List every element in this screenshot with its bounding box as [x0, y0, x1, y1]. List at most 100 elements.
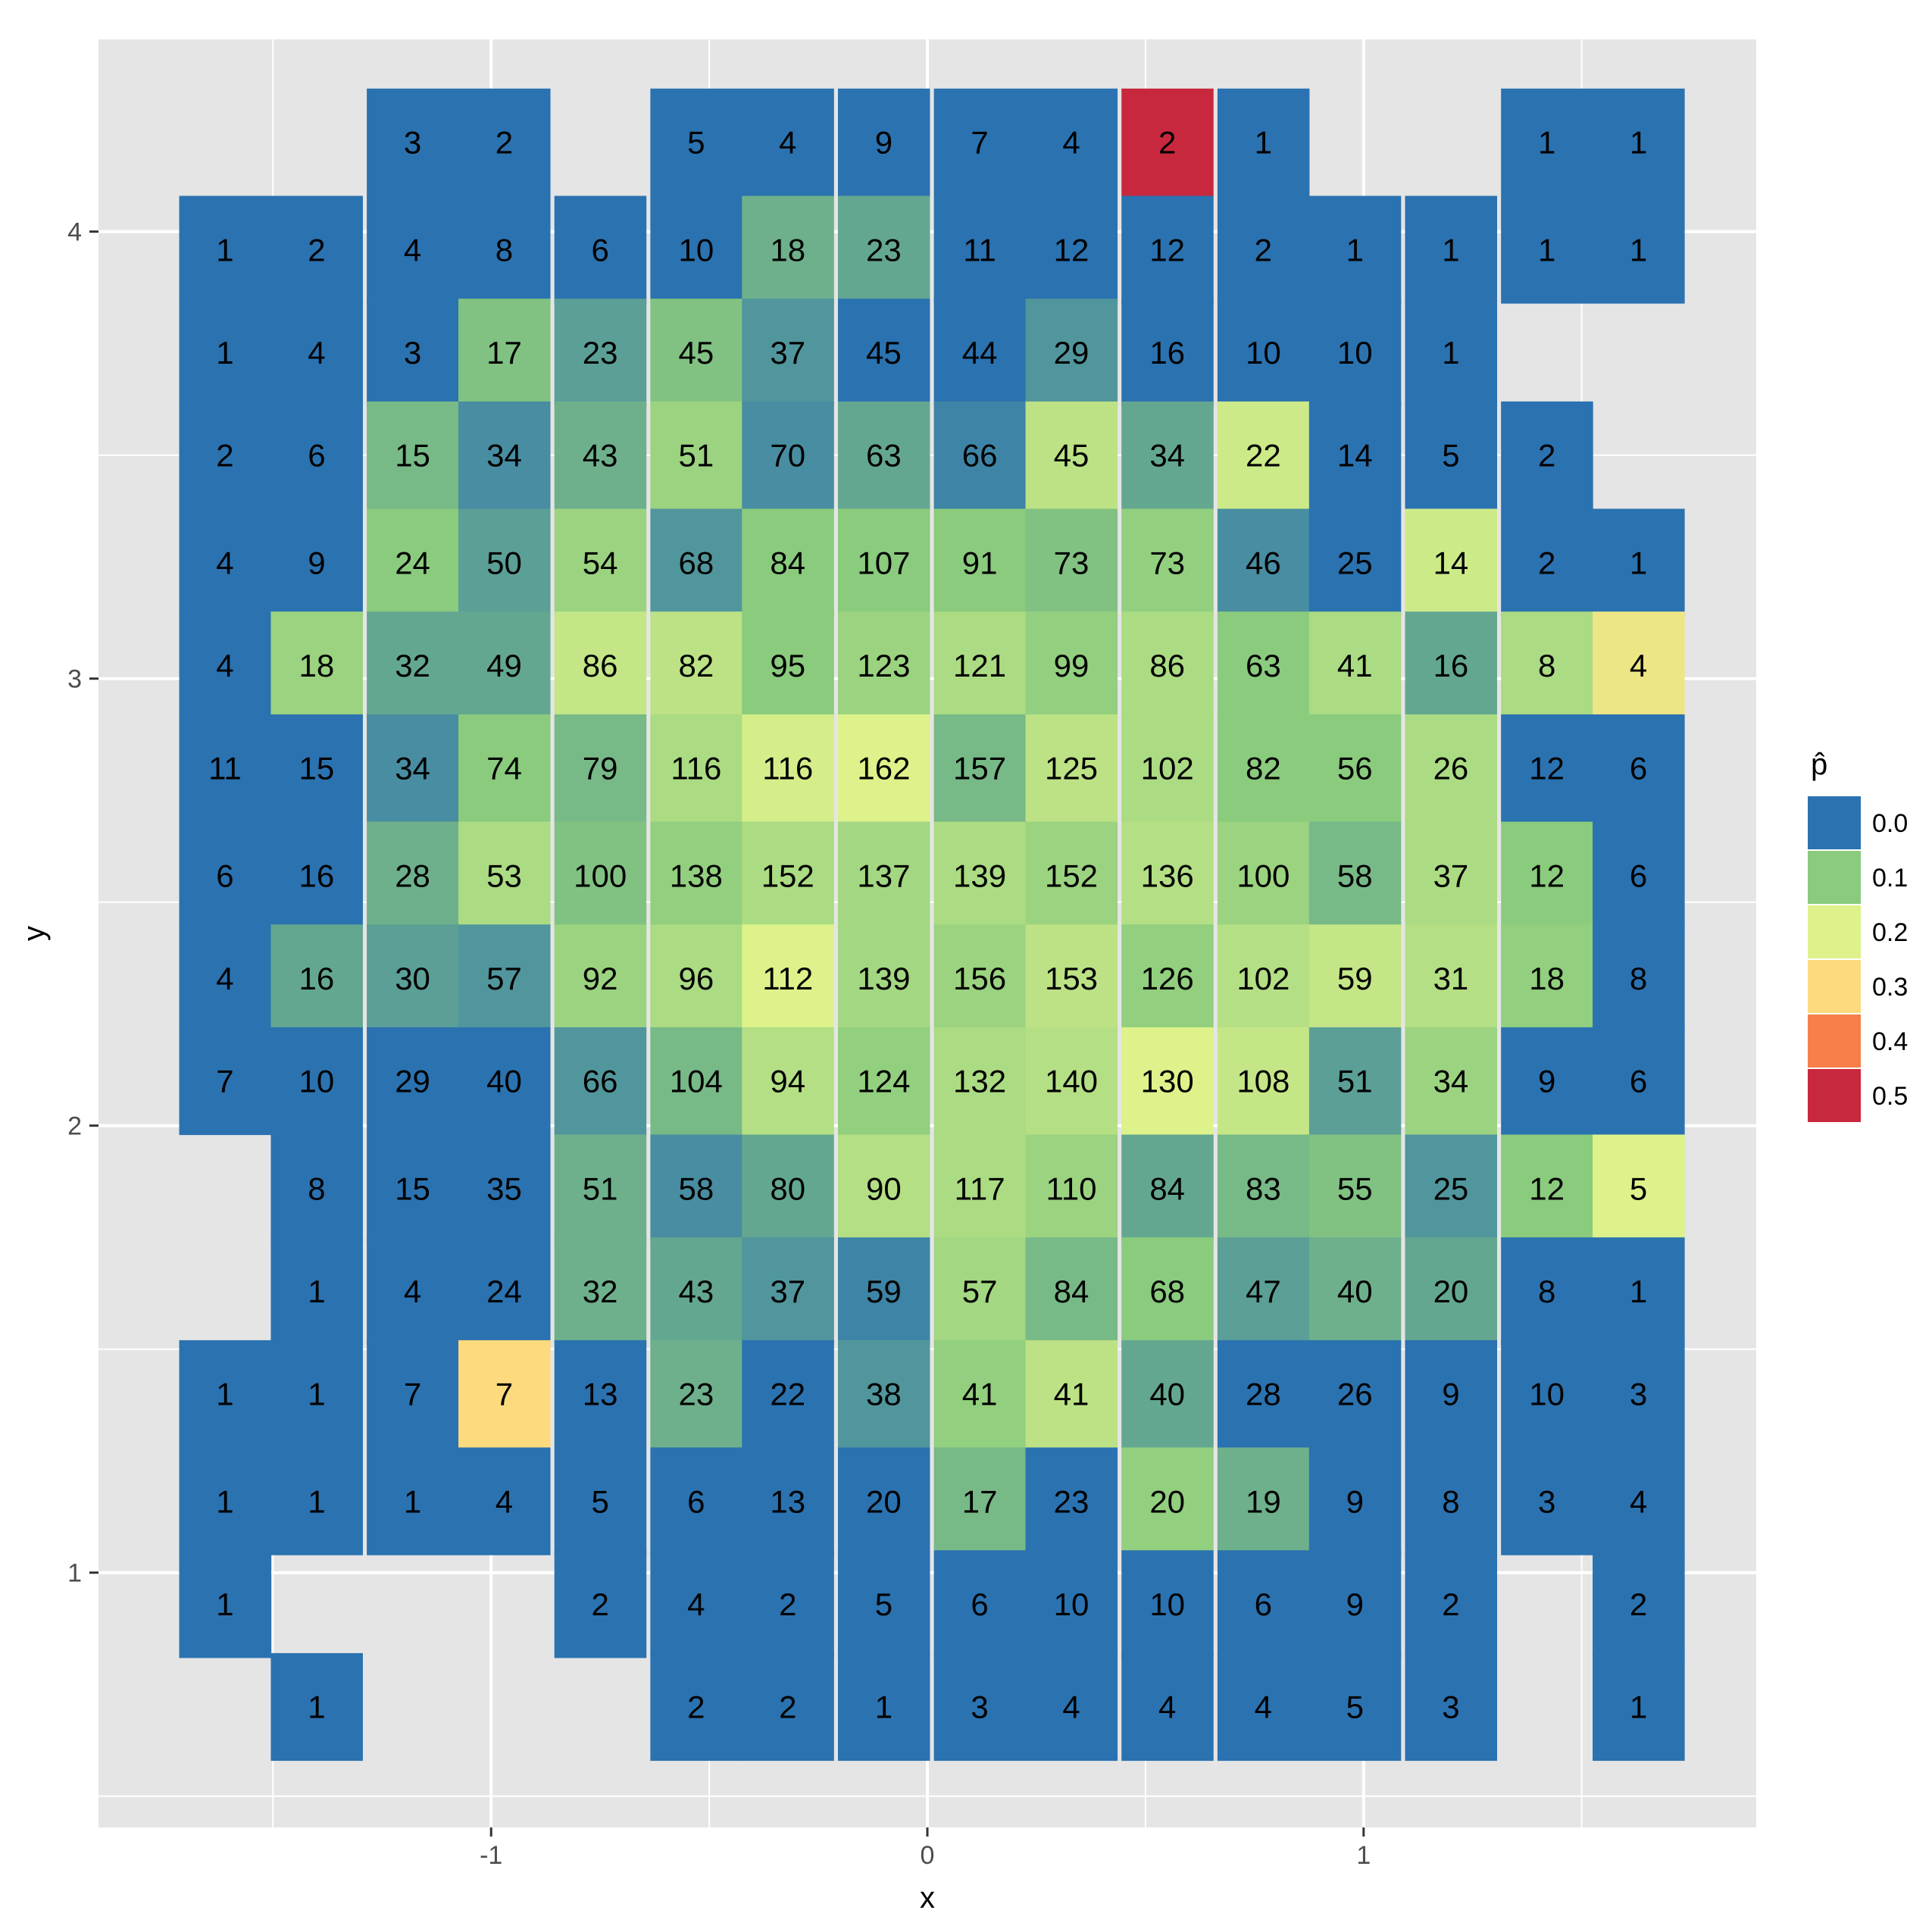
heatmap-tile: [1308, 195, 1402, 304]
cell-count-label: 121: [953, 648, 1006, 683]
heatmap-tile: [1593, 1652, 1685, 1762]
cell-count-label: 90: [866, 1171, 902, 1206]
cell-count-label: 2: [687, 1690, 705, 1725]
heatmap-tile: [554, 401, 647, 510]
cell-count-label: 41: [962, 1377, 998, 1412]
heatmap-tile: [367, 1027, 459, 1136]
cell-count-label: 102: [1141, 751, 1194, 786]
cell-count-label: 18: [770, 232, 805, 267]
cell-count-label: 152: [761, 858, 814, 893]
cell-count-label: 51: [678, 438, 714, 474]
heatmap-tile: [650, 299, 742, 407]
cell-count-label: 23: [866, 232, 902, 267]
heatmap-tile: [837, 1340, 930, 1449]
cell-count-label: 12: [1529, 1171, 1565, 1206]
cell-count-label: 130: [1141, 1064, 1194, 1099]
heatmap-tile: [742, 1340, 834, 1449]
cell-count-label: 3: [404, 335, 421, 370]
cell-count-label: 138: [670, 858, 723, 893]
cell-count-label: 80: [770, 1171, 805, 1206]
heatmap-tile: [1217, 401, 1310, 510]
heatmap-tile: [270, 1652, 363, 1762]
cell-count-label: 117: [955, 1171, 1005, 1206]
heatmap-tile: [1405, 714, 1498, 823]
cell-count-label: 20: [866, 1483, 902, 1519]
cell-count-label: 84: [1149, 1171, 1185, 1206]
cell-count-label: 91: [962, 545, 998, 580]
cell-count-label: 3: [404, 125, 421, 161]
heatmap-tile: [179, 508, 272, 617]
heatmap-tile: [458, 508, 551, 617]
heatmap-tile: [933, 401, 1027, 510]
cell-count-label: 23: [678, 1377, 714, 1412]
cell-count-label: 152: [1045, 858, 1098, 893]
cell-count-label: 1: [1630, 545, 1647, 580]
cell-count-label: 1: [216, 335, 233, 370]
x-tick-label: 0: [921, 1841, 935, 1870]
cell-count-label: 1: [1442, 335, 1459, 370]
heatmap-tile: [1593, 1237, 1685, 1346]
heatmap-tile: [1025, 821, 1118, 930]
heatmap-tile: [179, 401, 272, 510]
heatmap-tile: [650, 508, 742, 617]
heatmap-tile: [367, 714, 459, 823]
cell-count-label: 99: [1054, 648, 1089, 683]
heatmap-tile: [1025, 299, 1118, 407]
cell-count-label: 32: [395, 648, 430, 683]
cell-count-label: 4: [496, 1483, 513, 1519]
heatmap-tile: [1121, 1652, 1214, 1762]
cell-count-label: 7: [971, 125, 988, 161]
heatmap-tile: [179, 714, 272, 823]
cell-count-label: 112: [762, 961, 813, 996]
heatmap-tile: [1025, 611, 1118, 720]
heatmap-tile: [1405, 1134, 1498, 1243]
cell-count-label: 8: [1630, 961, 1647, 996]
heatmap-tile: [554, 195, 647, 304]
heatmap-tile: [554, 1027, 647, 1136]
heatmap-tile: [270, 1027, 363, 1136]
heatmap-tile: [742, 299, 834, 407]
cell-count-label: 4: [1630, 1483, 1647, 1519]
heatmap-tile: [458, 1340, 551, 1449]
cell-count-label: 40: [1337, 1274, 1373, 1309]
cell-count-label: 12: [1054, 232, 1089, 267]
cell-count-label: 3: [1442, 1690, 1459, 1725]
heatmap-tile: [837, 1447, 930, 1555]
cell-count-label: 10: [1337, 335, 1373, 370]
heatmap-tile: [650, 1652, 742, 1762]
cell-count-label: 4: [1062, 125, 1080, 161]
heatmap-tile: [1025, 195, 1118, 304]
heatmap-tile: [1501, 401, 1593, 510]
legend-key: [1806, 849, 1862, 905]
heatmap-tile: [1501, 195, 1593, 304]
heatmap-tile: [837, 401, 930, 510]
cell-count-label: 100: [574, 858, 627, 893]
heatmap-tile: [1308, 714, 1402, 823]
heatmap-tile: [1217, 1027, 1310, 1136]
heatmap-tile: [1308, 611, 1402, 720]
cell-count-label: 8: [308, 1171, 325, 1206]
cell-count-label: 4: [308, 335, 325, 370]
heatmap-tile: [742, 1134, 834, 1243]
heatmap-tile: [367, 821, 459, 930]
cell-count-label: 137: [857, 858, 910, 893]
heatmap-tile: [554, 1340, 647, 1449]
heatmap-tile: [1405, 401, 1498, 510]
cell-count-label: 7: [404, 1377, 421, 1412]
cell-count-label: 1: [308, 1377, 325, 1412]
cell-count-label: 41: [1054, 1377, 1089, 1412]
heatmap-tile: [1405, 1237, 1498, 1346]
cell-count-label: 124: [857, 1064, 910, 1099]
cell-count-label: 108: [1236, 1064, 1290, 1099]
cell-count-label: 4: [216, 545, 233, 580]
cell-count-label: 5: [591, 1483, 608, 1519]
cell-count-label: 1: [1630, 1274, 1647, 1309]
heatmap-tile: [742, 88, 834, 197]
heatmap-tile: [742, 1027, 834, 1136]
heatmap-tile: [1217, 508, 1310, 617]
cell-count-label: 66: [583, 1064, 618, 1099]
heatmap-tile: [1405, 299, 1498, 407]
heatmap-tile: [742, 1237, 834, 1346]
cell-count-label: 110: [1046, 1171, 1097, 1206]
heatmap-tile: [1405, 611, 1498, 720]
